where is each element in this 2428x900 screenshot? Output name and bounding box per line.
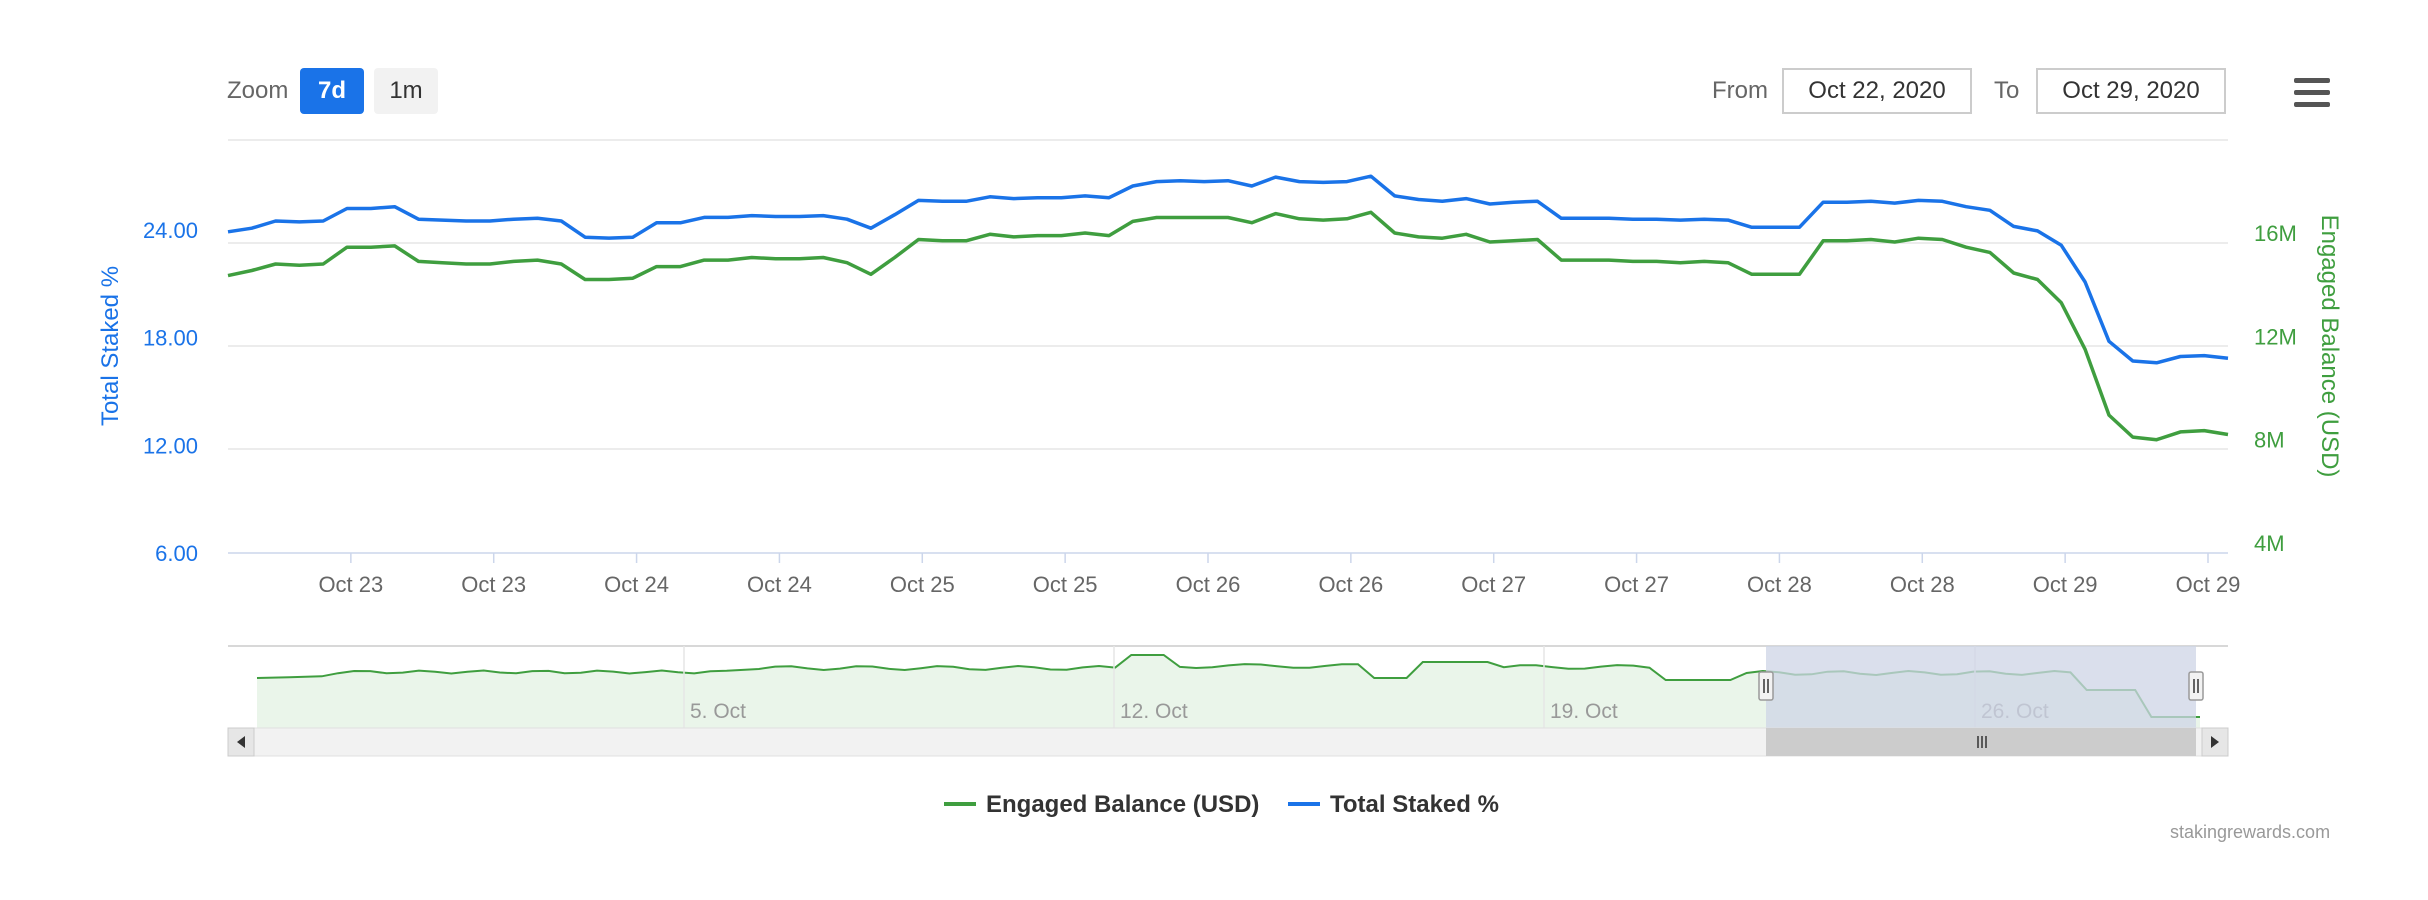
y-left-tick-label: 6.00 bbox=[155, 541, 198, 566]
zoom-7d-button[interactable]: 7d bbox=[300, 68, 364, 114]
scrollbar-thumb[interactable] bbox=[1766, 728, 2196, 756]
x-tick-label: Oct 25 bbox=[890, 572, 955, 597]
zoom-1m-button[interactable]: 1m bbox=[374, 68, 438, 114]
navigator-series-line bbox=[256, 654, 2200, 718]
x-tick-label: Oct 29 bbox=[2176, 572, 2241, 597]
x-tick-label: Oct 25 bbox=[1033, 572, 1098, 597]
scrollbar-right-button[interactable] bbox=[2201, 727, 2229, 757]
navigator-tick-label: 26. Oct bbox=[1981, 700, 2049, 723]
to-date-input[interactable]: Oct 29, 2020 bbox=[2036, 68, 2226, 114]
x-tick-label: Oct 27 bbox=[1604, 572, 1669, 597]
x-tick-label: Oct 24 bbox=[604, 572, 669, 597]
y-left-tick-label: 24.00 bbox=[143, 218, 198, 243]
x-tick-label: Oct 23 bbox=[318, 572, 383, 597]
y-right-axis-title: Engaged Balance (USD) bbox=[2316, 215, 2343, 478]
x-tick-label: Oct 27 bbox=[1461, 572, 1526, 597]
y-left-tick-label: 12.00 bbox=[143, 433, 198, 458]
hamburger-menu-icon[interactable] bbox=[2294, 78, 2330, 108]
scrollbar-left-button[interactable] bbox=[227, 727, 255, 757]
scrollbar-track[interactable] bbox=[227, 727, 2229, 757]
y-left-tick-label: 18.00 bbox=[143, 326, 198, 351]
legend-label[interactable]: Total Staked % bbox=[1330, 791, 1499, 818]
credit-link[interactable]: stakingrewards.com bbox=[2170, 822, 2331, 842]
scroll-left-arrow-icon bbox=[237, 736, 245, 748]
series-line-total-staked bbox=[227, 174, 2229, 365]
scroll-right-arrow-icon bbox=[2211, 736, 2219, 748]
x-tick-label: Oct 29 bbox=[2033, 572, 2098, 597]
x-tick-label: Oct 26 bbox=[1176, 572, 1241, 597]
from-date-input[interactable]: Oct 22, 2020 bbox=[1782, 68, 1972, 114]
y-right-tick-label: 12M bbox=[2254, 324, 2297, 349]
to-label: To bbox=[1994, 77, 2020, 104]
x-tick-label: Oct 26 bbox=[1318, 572, 1383, 597]
y-right-tick-label: 16M bbox=[2254, 221, 2297, 246]
y-right-tick-label: 8M bbox=[2254, 428, 2285, 453]
y-right-tick-label: 4M bbox=[2254, 531, 2285, 556]
navigator-left-handle[interactable] bbox=[1758, 671, 1774, 701]
legend-item[interactable]: Engaged Balance (USD) bbox=[944, 791, 1259, 818]
navigator-selection[interactable] bbox=[1766, 646, 2196, 728]
x-tick-label: Oct 28 bbox=[1747, 572, 1812, 597]
zoom-label: Zoom bbox=[227, 77, 289, 104]
navigator-right-handle[interactable] bbox=[2188, 671, 2204, 701]
series-line-engaged-balance-usd bbox=[227, 210, 2229, 442]
navigator-area bbox=[257, 655, 2200, 728]
handle-body[interactable] bbox=[1758, 671, 1774, 701]
y-left-axis-title: Total Staked % bbox=[97, 266, 124, 426]
x-tick-label: Oct 23 bbox=[461, 572, 526, 597]
legend-label[interactable]: Engaged Balance (USD) bbox=[986, 791, 1259, 818]
navigator-tick-label: 5. Oct bbox=[690, 700, 746, 723]
navigator-tick-label: 12. Oct bbox=[1120, 700, 1188, 723]
handle-body[interactable] bbox=[2188, 671, 2204, 701]
x-tick-label: Oct 28 bbox=[1890, 572, 1955, 597]
from-label: From bbox=[1712, 77, 1768, 104]
navigator-tick-label: 19. Oct bbox=[1550, 700, 1618, 723]
legend-item[interactable]: Total Staked % bbox=[1288, 791, 1499, 818]
x-tick-label: Oct 24 bbox=[747, 572, 812, 597]
